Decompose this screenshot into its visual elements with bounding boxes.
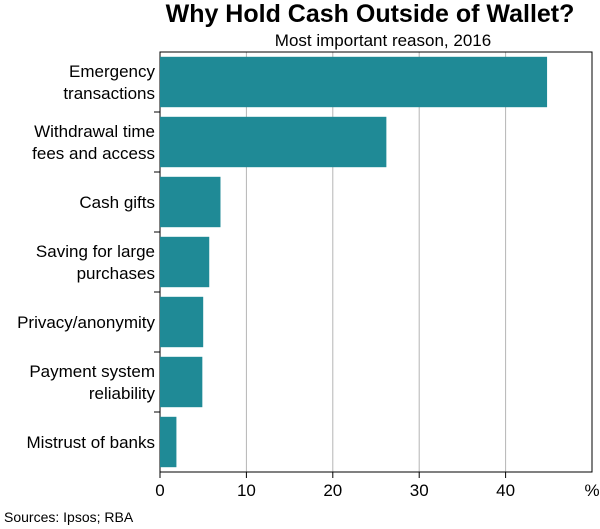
- category-label: transactions: [63, 84, 155, 103]
- x-unit-label: %: [584, 481, 599, 500]
- category-label: fees and access: [32, 144, 155, 163]
- x-tick-label: 20: [323, 481, 342, 500]
- bar: [160, 56, 548, 108]
- category-label: Mistrust of banks: [27, 433, 156, 452]
- bar: [160, 356, 203, 408]
- category-label: purchases: [77, 264, 155, 283]
- category-label: Emergency: [69, 62, 155, 81]
- category-label: Saving for large: [36, 242, 155, 261]
- source-note: Sources: Ipsos; RBA: [4, 509, 134, 525]
- x-tick-label: 30: [410, 481, 429, 500]
- category-label: Cash gifts: [79, 193, 155, 212]
- bar: [160, 116, 387, 168]
- category-label: Payment system: [29, 362, 155, 381]
- chart-title: Why Hold Cash Outside of Wallet?: [166, 0, 575, 28]
- plot-frame: [159, 51, 593, 473]
- bar: [160, 296, 204, 348]
- x-tick-label: 0: [155, 481, 164, 500]
- x-tick-label: 10: [237, 481, 256, 500]
- category-label: Privacy/anonymity: [17, 313, 155, 332]
- x-tick-label: 40: [496, 481, 515, 500]
- bar: [160, 416, 177, 468]
- category-label: reliability: [89, 384, 156, 403]
- bar: [160, 236, 210, 288]
- chart-subtitle: Most important reason, 2016: [275, 31, 491, 50]
- category-label: Withdrawal time: [34, 122, 155, 141]
- bar: [160, 176, 221, 228]
